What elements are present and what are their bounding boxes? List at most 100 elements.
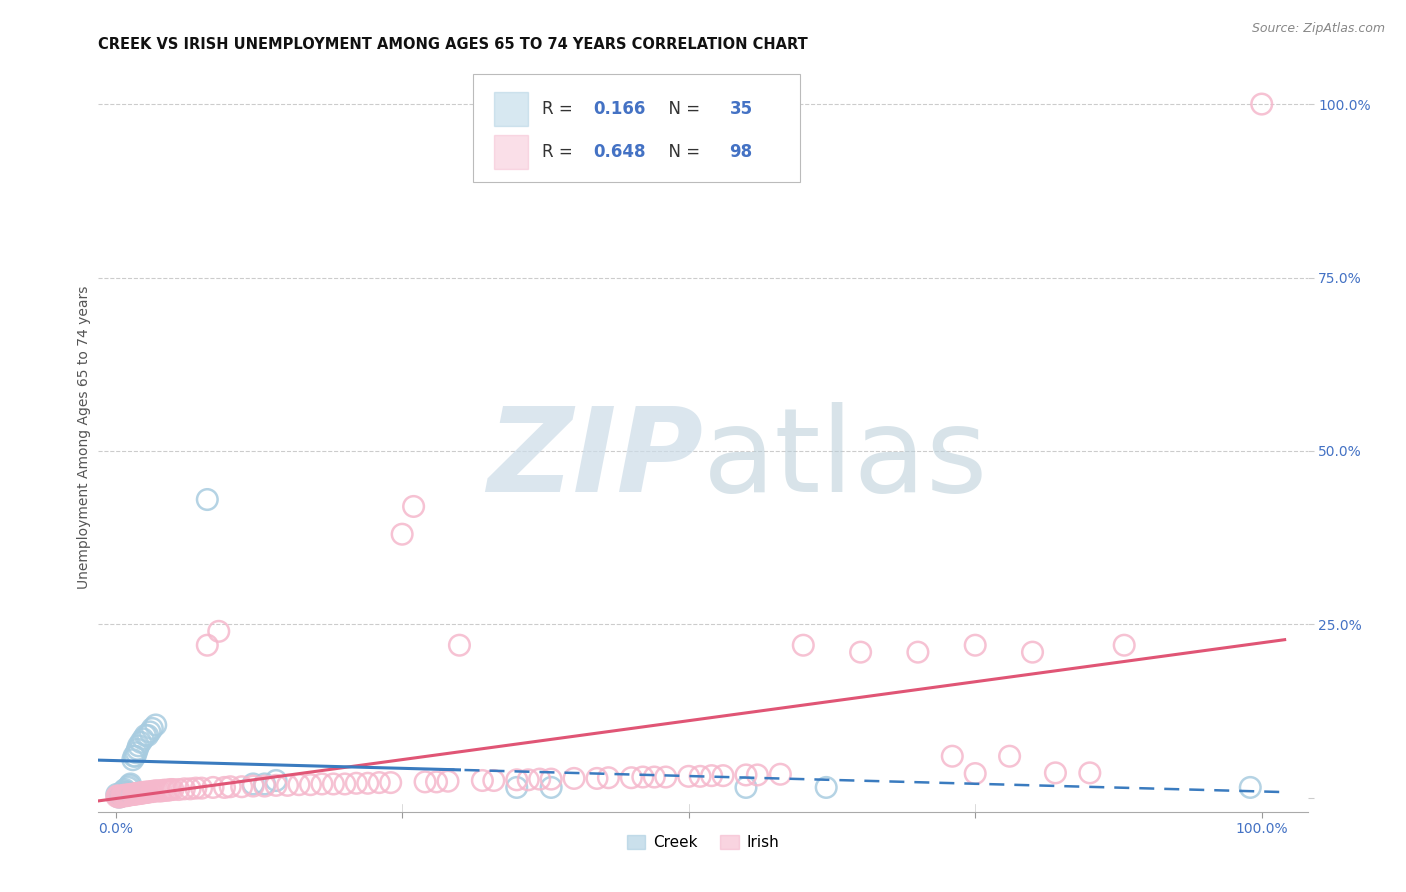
Point <box>110 788 132 802</box>
Point <box>529 772 551 786</box>
Point <box>132 731 155 746</box>
FancyBboxPatch shape <box>494 92 527 126</box>
Point <box>482 773 505 788</box>
Point <box>311 777 333 791</box>
Point <box>242 777 264 791</box>
Point <box>124 749 146 764</box>
Point <box>184 781 207 796</box>
Point <box>562 772 585 786</box>
Point <box>127 742 149 756</box>
Point <box>112 789 135 803</box>
Point <box>128 786 150 800</box>
Point <box>173 781 195 796</box>
Point <box>120 788 142 802</box>
Point <box>139 784 162 798</box>
Point <box>941 749 963 764</box>
Text: Source: ZipAtlas.com: Source: ZipAtlas.com <box>1251 22 1385 36</box>
Point <box>357 776 380 790</box>
Point <box>202 780 225 795</box>
Point <box>122 788 145 802</box>
Point <box>112 784 135 798</box>
Point <box>111 785 134 799</box>
Point <box>108 790 131 805</box>
Point <box>264 773 287 788</box>
Point <box>152 783 174 797</box>
Point <box>1114 638 1136 652</box>
Point <box>150 784 173 798</box>
Point <box>299 778 322 792</box>
Text: 0.648: 0.648 <box>593 144 645 161</box>
Point <box>107 789 129 803</box>
Point <box>380 775 402 789</box>
Point <box>391 527 413 541</box>
Point <box>586 772 609 786</box>
Point <box>136 728 159 742</box>
Point <box>643 770 665 784</box>
Point <box>965 638 987 652</box>
Point <box>115 788 138 802</box>
Point <box>631 770 654 784</box>
Text: 35: 35 <box>730 100 752 118</box>
Point <box>747 768 769 782</box>
Point <box>368 775 391 789</box>
Point <box>155 783 177 797</box>
Point <box>121 788 143 802</box>
Point <box>132 786 155 800</box>
Point <box>689 769 711 783</box>
Point <box>117 780 139 795</box>
Point <box>344 776 367 790</box>
Text: CREEK VS IRISH UNEMPLOYMENT AMONG AGES 65 TO 74 YEARS CORRELATION CHART: CREEK VS IRISH UNEMPLOYMENT AMONG AGES 6… <box>98 37 808 52</box>
FancyBboxPatch shape <box>494 136 527 169</box>
Point <box>115 785 138 799</box>
Point <box>735 780 758 795</box>
Point <box>540 772 562 786</box>
Point <box>122 749 145 764</box>
Point <box>157 783 180 797</box>
Point <box>124 787 146 801</box>
FancyBboxPatch shape <box>474 74 800 182</box>
Point <box>162 782 184 797</box>
Point <box>402 500 425 514</box>
Point <box>159 782 181 797</box>
Text: N =: N = <box>658 144 706 161</box>
Point <box>965 766 987 780</box>
Point <box>253 777 276 791</box>
Point <box>190 781 212 796</box>
Point <box>277 778 299 792</box>
Point <box>135 785 157 799</box>
Point <box>700 769 723 783</box>
Point <box>242 779 264 793</box>
Point <box>711 769 734 783</box>
Point <box>506 780 529 795</box>
Point <box>253 779 276 793</box>
Point <box>849 645 872 659</box>
Point <box>167 782 190 797</box>
Point <box>231 780 253 794</box>
Point <box>655 770 678 784</box>
Point <box>141 722 163 736</box>
Point <box>139 725 162 739</box>
Point <box>219 780 242 794</box>
Point <box>115 789 138 803</box>
Point <box>125 746 148 760</box>
Point <box>288 778 311 792</box>
Point <box>678 769 700 783</box>
Point <box>1250 97 1272 112</box>
Point <box>134 785 156 799</box>
Point <box>1021 645 1043 659</box>
Point <box>195 492 218 507</box>
Point <box>598 771 620 785</box>
Point <box>449 638 471 652</box>
Point <box>214 780 236 795</box>
Point <box>114 788 136 802</box>
Point <box>179 781 201 796</box>
Point <box>111 789 134 803</box>
Legend: Creek, Irish: Creek, Irish <box>621 830 785 856</box>
Point <box>120 777 142 791</box>
Text: N =: N = <box>658 100 706 118</box>
Text: ZIP: ZIP <box>486 402 703 517</box>
Y-axis label: Unemployment Among Ages 65 to 74 years: Unemployment Among Ages 65 to 74 years <box>77 285 91 589</box>
Point <box>1239 780 1261 795</box>
Point <box>792 638 814 652</box>
Point <box>1078 765 1101 780</box>
